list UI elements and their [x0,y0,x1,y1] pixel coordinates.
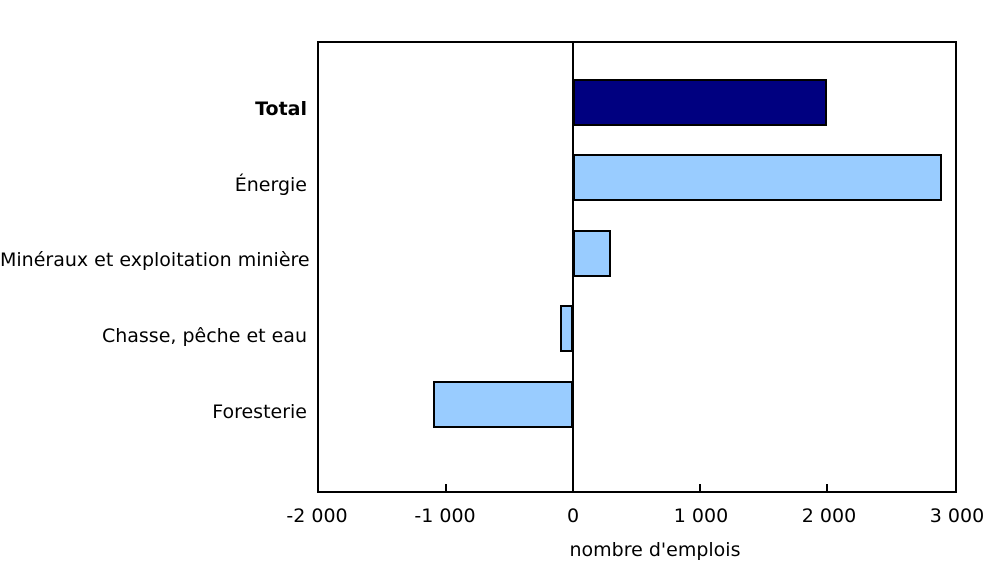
category-label-foresterie: Foresterie [212,401,307,423]
plot-area [317,41,957,493]
x-axis-tick-2000 [826,484,828,491]
category-label-chasse-peche-et-eau: Chasse, pêche et eau [101,325,307,347]
category-label-total: Total [255,98,307,120]
bar-foresterie [433,381,573,428]
x-tick-label-4: 2 000 [801,505,857,527]
x-tick-label-0: -2 000 [286,505,348,527]
x-axis-tick-1000 [699,484,701,491]
bar-mineraux-et-exploitation-miniere [573,230,611,277]
category-label-energie: Énergie [234,174,307,196]
x-tick-label-1: -1 000 [414,505,476,527]
category-label-mineraux-et-exploitation-miniere: Minéraux et exploitation minière [0,249,310,271]
bar-chasse-peche-et-eau [560,305,573,352]
x-tick-label-2: 0 [566,505,580,527]
x-tick-label-3: 1 000 [673,505,729,527]
bar-energie [573,154,942,201]
x-tick-label-5: 3 000 [929,505,985,527]
bar-total [573,79,827,126]
x-axis-title: nombre d'emplois [569,539,741,561]
x-axis-tick--1000 [445,484,447,491]
